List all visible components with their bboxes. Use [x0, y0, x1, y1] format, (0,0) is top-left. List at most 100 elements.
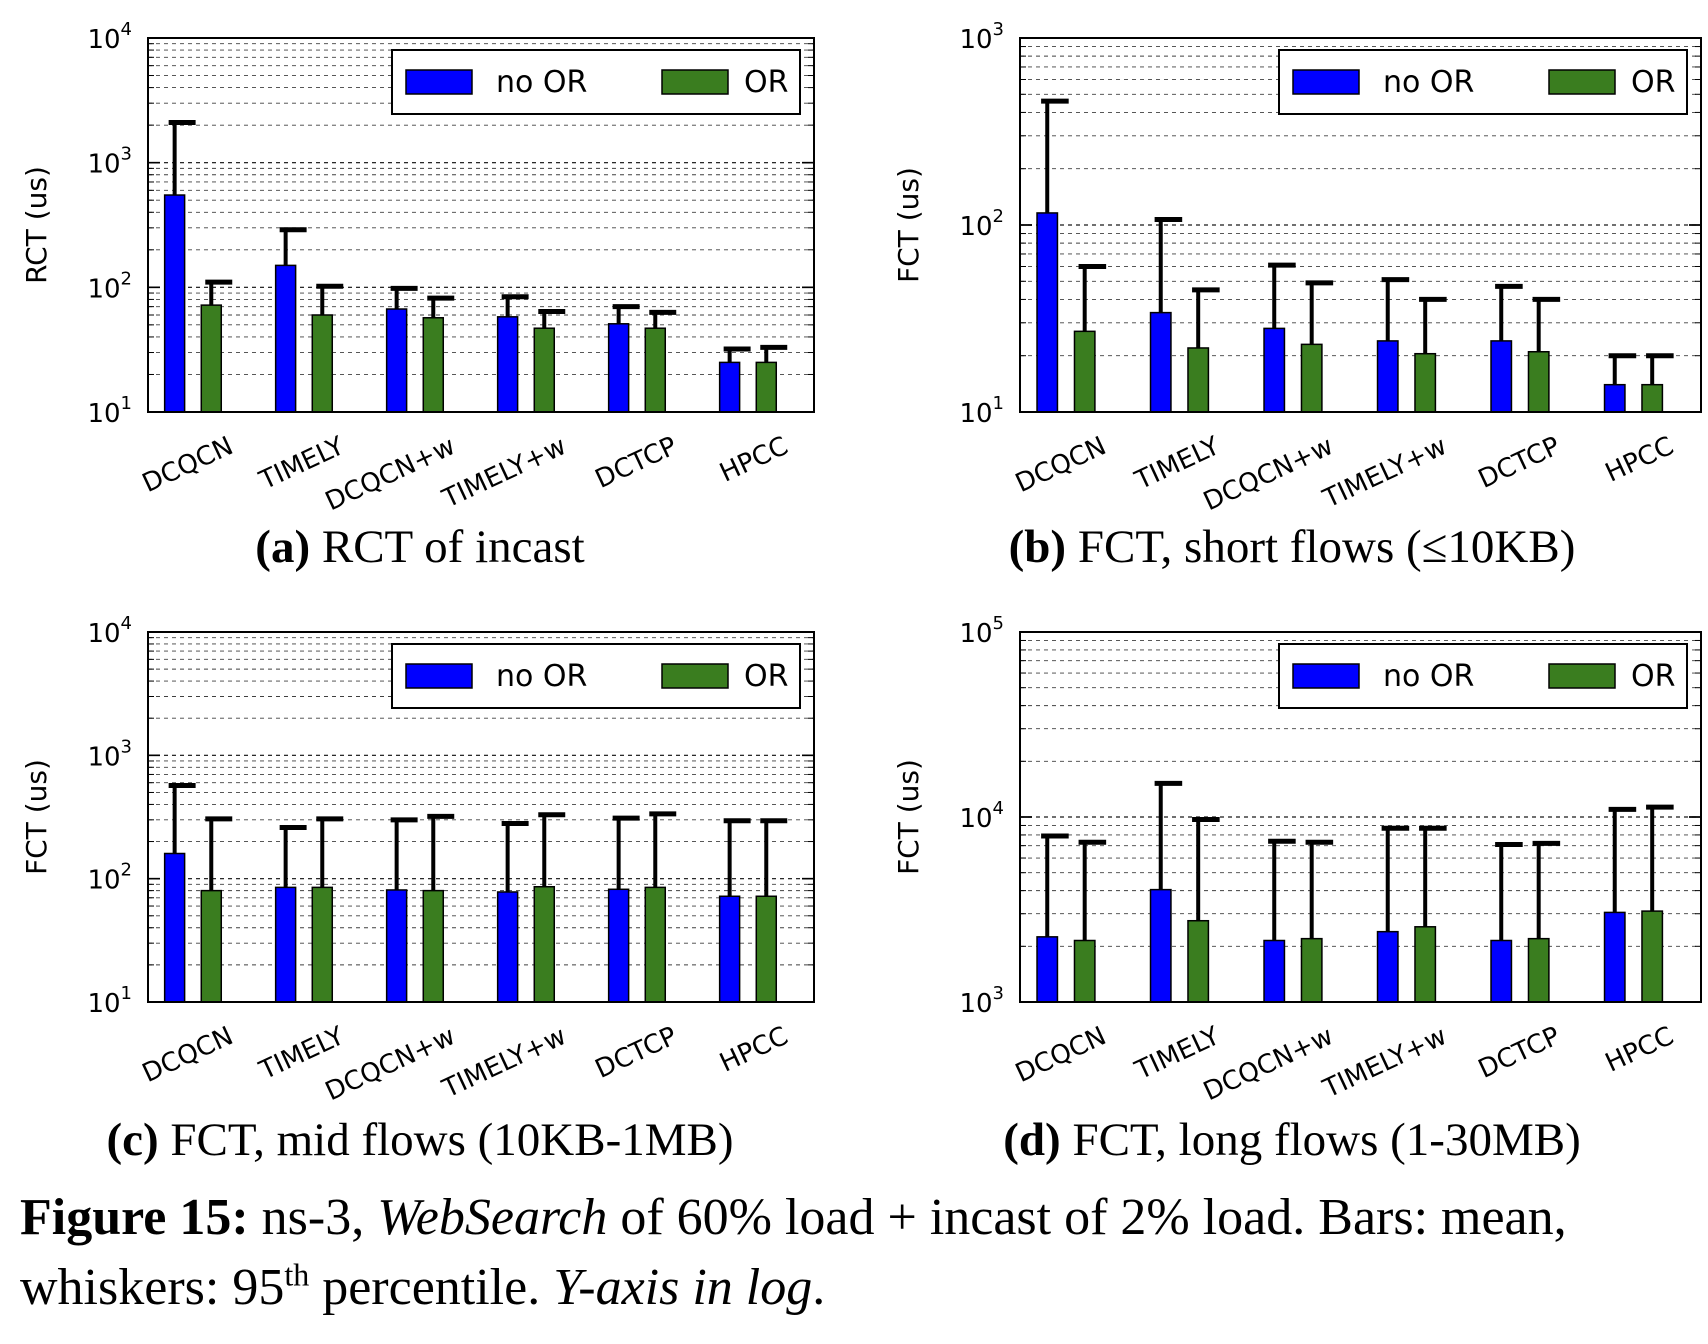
bar-or — [422, 889, 445, 1003]
bar-no-or — [1490, 340, 1513, 413]
y-axis-label: FCT (us) — [892, 167, 925, 283]
y-tick-label: 102 — [959, 206, 1004, 242]
y-axis-label: RCT (us) — [20, 166, 53, 284]
legend-swatch-no-or — [405, 69, 473, 95]
legend-label-no-or: no OR — [1383, 65, 1474, 100]
legend-swatch-no-or — [1292, 69, 1360, 95]
bar-or — [755, 895, 778, 1003]
bar-no-or — [1149, 311, 1172, 413]
bar-or — [1414, 352, 1437, 413]
bar-no-or — [1149, 888, 1172, 1003]
caption-text: ns-3, — [248, 1189, 378, 1246]
legend-swatch-or — [1548, 69, 1616, 95]
bar-or — [1073, 939, 1096, 1003]
bar-or — [200, 889, 223, 1003]
bar-or — [422, 317, 445, 413]
bar-no-or — [1263, 327, 1286, 413]
y-tick-label: 104 — [959, 798, 1004, 834]
y-tick-label: 102 — [87, 860, 132, 896]
x-tick-label: DCQCN+w — [1199, 431, 1338, 517]
bar-no-or — [607, 888, 630, 1003]
bar-no-or — [718, 361, 741, 413]
x-tick-label: TIMELY+w — [437, 1021, 571, 1105]
plot-frame — [147, 631, 815, 1003]
bar-no-or — [274, 886, 297, 1003]
plot-frame — [1019, 631, 1702, 1003]
x-tick-label: TIMELY+w — [1318, 1021, 1452, 1105]
y-tick-label: 105 — [959, 613, 1004, 649]
y-tick-label: 103 — [959, 983, 1004, 1019]
x-tick-label: HPCC — [1601, 1021, 1679, 1078]
bar-or — [200, 304, 223, 413]
bar-no-or — [1263, 939, 1286, 1003]
y-tick-label: 104 — [87, 613, 132, 649]
subfigure-title: (d) FCT, long flows (1-30MB) — [1003, 1114, 1581, 1166]
x-tick-label: HPCC — [715, 431, 793, 488]
bar-no-or — [1376, 340, 1399, 413]
bar-or — [533, 327, 556, 413]
y-tick-label: 101 — [87, 983, 132, 1019]
bar-no-or — [163, 852, 186, 1003]
subfigure-title: (b) FCT, short flows (≤10KB) — [1009, 521, 1576, 573]
caption-text: percentile. — [309, 1259, 554, 1316]
legend-label-or: OR — [744, 65, 788, 100]
legend-label-no-or: no OR — [496, 65, 587, 100]
caption-text: . — [812, 1259, 826, 1316]
x-tick-label: DCQCN — [138, 1021, 238, 1089]
bar-or — [311, 314, 334, 413]
legend-swatch-or — [1548, 663, 1616, 689]
bar-or — [311, 886, 334, 1003]
bar-no-or — [274, 264, 297, 413]
legend-swatch-or — [661, 69, 729, 95]
legend-swatch-or — [661, 663, 729, 689]
subfigure-title: (a) RCT of incast — [255, 521, 584, 573]
bar-no-or — [1036, 936, 1059, 1003]
caption-superscript: th — [284, 1256, 310, 1293]
bar-no-or — [385, 889, 408, 1003]
bar-or — [644, 327, 667, 413]
legend-label-or: OR — [1631, 659, 1675, 694]
y-tick-label: 103 — [87, 736, 132, 772]
bar-no-or — [496, 891, 519, 1003]
bar-or — [1641, 910, 1664, 1003]
bar-no-or — [163, 194, 186, 413]
x-tick-label: HPCC — [1601, 431, 1679, 488]
y-axis-label: FCT (us) — [20, 759, 53, 875]
x-tick-label: DCQCN+w — [1199, 1021, 1338, 1107]
bar-no-or — [1490, 939, 1513, 1003]
bar-no-or — [496, 316, 519, 413]
figure-caption: Figure 15: ns-3, WebSearch of 60% load +… — [20, 1183, 1700, 1323]
x-tick-label: HPCC — [715, 1021, 793, 1078]
y-tick-label: 103 — [959, 19, 1004, 55]
legend-label-no-or: no OR — [496, 659, 587, 694]
legend-swatch-no-or — [405, 663, 473, 689]
bar-no-or — [1036, 212, 1059, 413]
y-tick-label: 102 — [87, 268, 132, 304]
y-axis-label: FCT (us) — [892, 759, 925, 875]
caption-text: of 60% load + incast of 2% load. Bars: m… — [20, 1189, 1567, 1316]
y-tick-label: 104 — [87, 19, 132, 55]
x-tick-label: DCTCP — [591, 1021, 682, 1085]
x-tick-label: DCTCP — [1474, 431, 1565, 495]
x-tick-label: TIMELY+w — [1318, 431, 1452, 515]
bar-or — [1300, 937, 1323, 1003]
legend-label-or: OR — [1631, 65, 1675, 100]
caption-label: Figure 15: — [20, 1189, 249, 1246]
x-tick-label: DCTCP — [591, 431, 682, 495]
bar-or — [1073, 330, 1096, 413]
bar-no-or — [718, 895, 741, 1003]
bar-or — [755, 361, 778, 413]
bar-no-or — [1376, 930, 1399, 1003]
caption-italic-note: Y-axis in log — [553, 1259, 813, 1316]
plot-frame — [147, 37, 815, 413]
bar-or — [1187, 347, 1210, 413]
bar-or — [1527, 350, 1550, 413]
legend-label-or: OR — [744, 659, 788, 694]
y-tick-label: 103 — [87, 144, 132, 180]
subfigure-title: (c) FCT, mid flows (10KB-1MB) — [106, 1114, 733, 1166]
